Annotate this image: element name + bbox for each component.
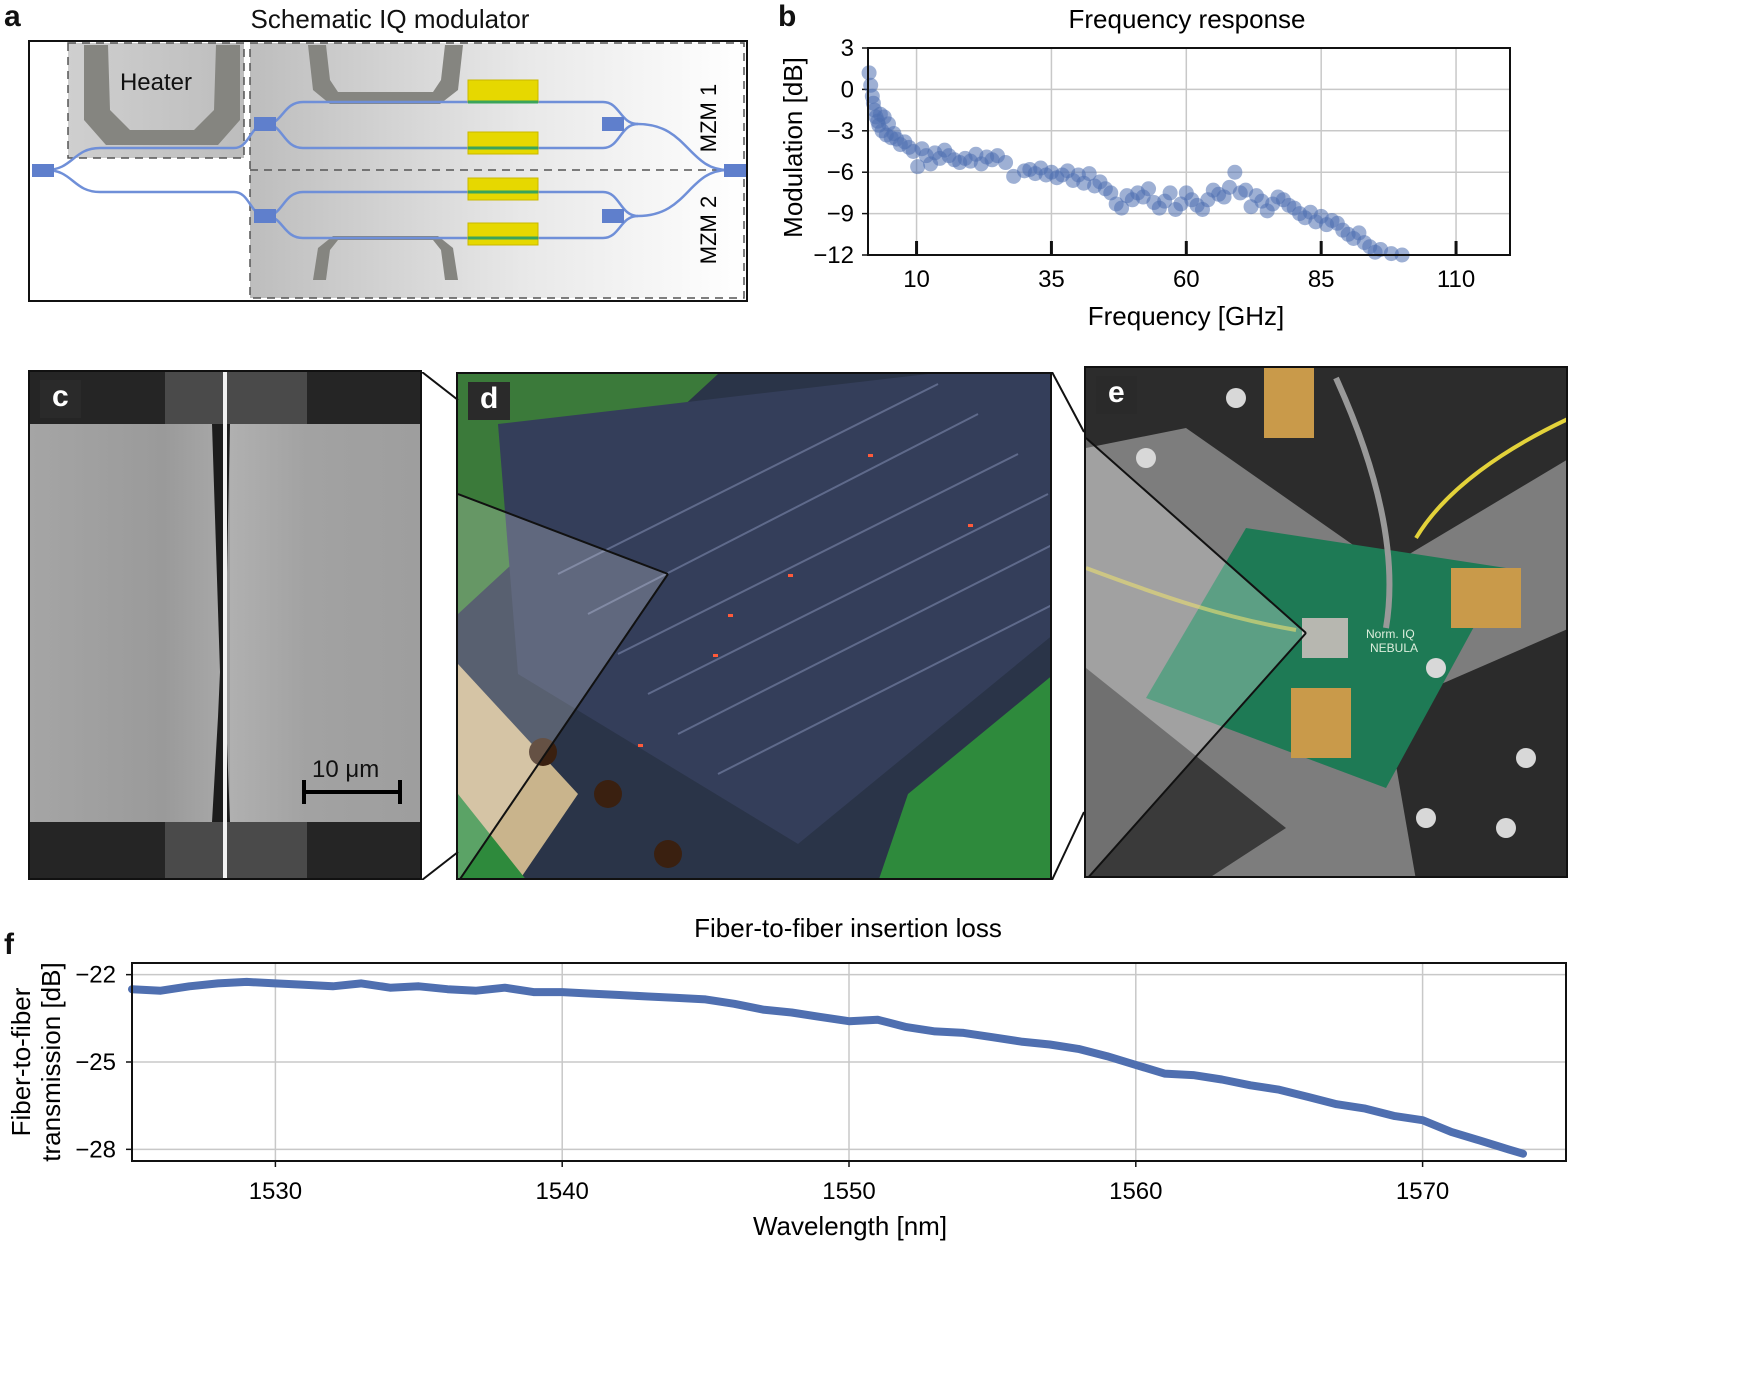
y-axis-label-line2: transmission [dB]	[36, 962, 66, 1161]
panel-b-label: b	[778, 0, 797, 33]
data-point	[1114, 200, 1130, 216]
x-tick-label: 1550	[822, 1178, 875, 1205]
scalebar	[302, 790, 402, 794]
y-axis-label: Modulation [dB]	[778, 57, 808, 238]
y-tick-label: −12	[813, 242, 854, 269]
panel-f-label: f	[4, 928, 14, 961]
data-point	[861, 65, 877, 81]
x-tick-label: 1530	[249, 1178, 302, 1205]
panel-d-label: d	[468, 382, 511, 420]
sem-micrograph: c 10 μm	[28, 370, 422, 880]
x-axis-label: Frequency [GHz]	[1088, 301, 1285, 331]
y-tick-label: −25	[75, 1049, 116, 1076]
mzm2-label: MZM 2	[696, 196, 721, 264]
board-text-1: Norm. IQ	[1366, 627, 1415, 641]
panel-a-label: a	[4, 0, 21, 33]
x-tick-label: 1560	[1109, 1178, 1162, 1205]
zoom-lines-c-d	[421, 372, 459, 880]
data-point	[1141, 181, 1157, 197]
zoom-lines-d-e	[1051, 372, 1085, 880]
panel-e-label: e	[1096, 376, 1137, 414]
y-tick-label: −9	[827, 201, 854, 228]
x-tick-label: 110	[1437, 266, 1475, 293]
plot-frame	[867, 47, 1511, 256]
x-tick-label: 35	[1038, 266, 1065, 293]
y-tick-label: −6	[827, 159, 854, 186]
y-tick-label: 0	[841, 76, 854, 103]
data-point	[998, 155, 1014, 171]
data-point	[910, 159, 926, 175]
insertion-loss-chart: Fiber-to-fiber insertion loss 1530 1540 155…	[6, 913, 1567, 1241]
chart-f-title: Fiber-to-fiber insertion loss	[694, 913, 1002, 943]
y-tick-label: −22	[75, 962, 116, 989]
data-point	[863, 77, 879, 93]
heater-label: Heater	[120, 69, 192, 96]
x-tick-label: 60	[1173, 266, 1200, 293]
y-tick-label: 3	[841, 35, 854, 62]
y-axis-label-line1: Fiber-to-fiber	[6, 987, 36, 1136]
x-axis-label: Wavelength [nm]	[753, 1211, 947, 1241]
scalebar-label: 10 μm	[312, 756, 380, 783]
transmission-line	[128, 977, 1527, 1158]
setup-photo: Norm. IQ NEBULA e	[1084, 366, 1568, 878]
panel-a-title: Schematic IQ modulator	[250, 4, 530, 34]
y-tick-label: −28	[75, 1136, 116, 1163]
board-text-2: NEBULA	[1370, 641, 1418, 655]
x-tick-label: 10	[903, 266, 930, 293]
data-point	[1162, 185, 1178, 201]
mzm1-label: MZM 1	[696, 84, 721, 152]
chip-photo: d	[456, 372, 1052, 880]
chart-b-title: Frequency response	[1068, 4, 1305, 34]
y-tick-label: −3	[827, 118, 854, 145]
data-point	[1081, 166, 1097, 182]
x-tick-label: 85	[1308, 266, 1335, 293]
x-tick-label: 1540	[536, 1178, 589, 1205]
frequency-response-chart: Frequency response 10 35 60 85 110 3 0 −3 −6 −9 −12…	[778, 4, 1511, 331]
plot-frame	[131, 962, 1567, 1162]
iq-modulator-schematic: Heater MZM 1 MZM 2	[28, 40, 748, 302]
panel-c-label: c	[40, 380, 81, 418]
data-point	[1227, 164, 1243, 180]
x-tick-label: 1570	[1396, 1178, 1449, 1205]
